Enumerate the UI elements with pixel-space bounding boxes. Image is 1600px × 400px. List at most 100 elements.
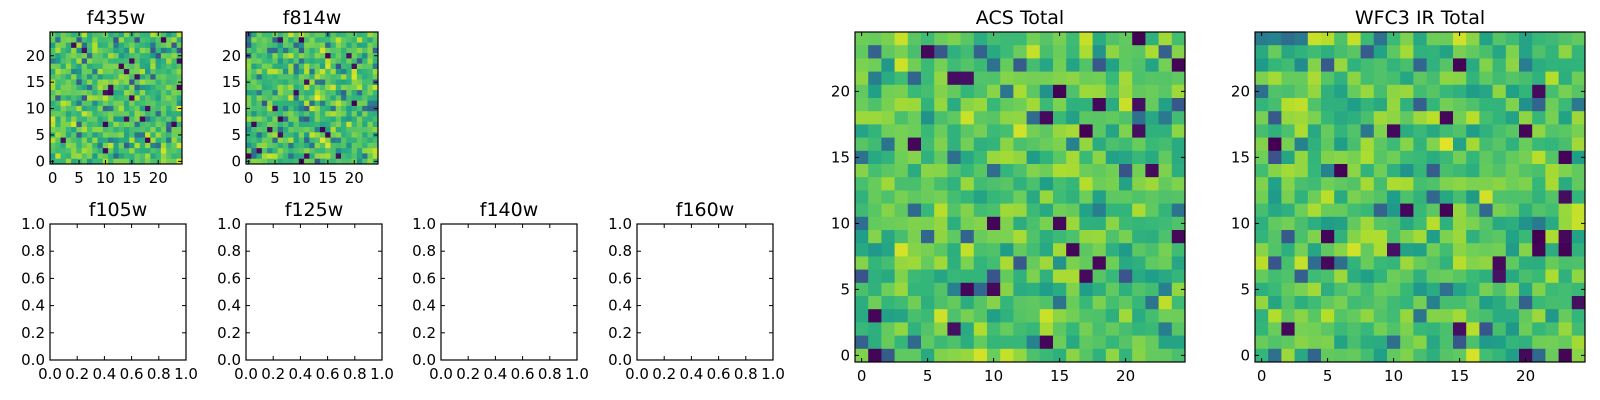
heatmap-cell	[1558, 230, 1573, 244]
heatmap-cell	[319, 132, 326, 138]
heatmap-cell	[855, 98, 869, 112]
x-tick-label: 0.2	[65, 365, 89, 383]
heatmap-cell	[907, 296, 922, 310]
heatmap-cell	[1268, 216, 1282, 231]
heatmap-cell	[1492, 150, 1507, 165]
heatmap-cell	[1307, 45, 1322, 59]
heatmap-cell	[1347, 243, 1361, 257]
heatmap-cell	[92, 79, 98, 86]
x-tick-label: 0.0	[234, 365, 258, 383]
heatmap-cell	[309, 74, 316, 80]
heatmap-cell	[1171, 348, 1186, 363]
heatmap-cell	[868, 203, 882, 218]
heatmap-cell	[1558, 203, 1573, 218]
heatmap-cell	[267, 42, 273, 49]
heatmap-cell	[894, 296, 909, 310]
heatmap-cell	[92, 153, 98, 160]
heatmap-cell	[1413, 190, 1427, 204]
heatmap-cell	[855, 164, 869, 178]
heatmap-cell	[246, 63, 252, 70]
heatmap-cell	[1158, 335, 1173, 350]
heatmap-cell	[934, 124, 948, 138]
heatmap-cell	[50, 148, 56, 154]
heatmap-cell	[894, 58, 909, 72]
heatmap-cell	[113, 90, 120, 96]
heatmap-cell	[372, 111, 379, 117]
y-tick-label: 0.0	[217, 351, 241, 369]
heatmap-cell	[272, 100, 279, 107]
heatmap-cell	[71, 127, 77, 133]
heatmap-cell	[155, 142, 162, 149]
heatmap-cell	[1492, 322, 1507, 336]
heatmap-cell	[118, 63, 125, 70]
y-tick-label: 1.0	[412, 215, 436, 233]
heatmap-cell	[246, 121, 252, 128]
heatmap-cell	[362, 79, 368, 86]
heatmap-cell	[309, 142, 316, 149]
heatmap-cell	[319, 148, 326, 154]
heatmap-cell	[1492, 203, 1507, 218]
heatmap-cell	[1066, 256, 1080, 270]
heatmap-cell	[1307, 84, 1322, 99]
heatmap-cell	[868, 137, 882, 152]
heatmap-cell	[1532, 98, 1546, 112]
heatmap-cell	[1092, 111, 1107, 125]
heatmap-cell	[256, 100, 263, 107]
heatmap-cell	[1479, 164, 1493, 178]
heatmap-cell	[1105, 322, 1120, 336]
heatmap-cell	[1347, 282, 1361, 297]
heatmap-cell	[176, 127, 183, 133]
heatmap-cell	[1453, 269, 1467, 284]
heatmap-cell	[362, 74, 368, 80]
heatmap-cell	[113, 74, 120, 80]
heatmap-cell	[1026, 348, 1041, 363]
heatmap-cell	[246, 111, 252, 117]
heatmap-cell	[298, 111, 305, 117]
x-tick-label: 0.6	[120, 365, 144, 383]
heatmap-cell	[256, 158, 263, 165]
heatmap-cell	[1307, 203, 1322, 218]
heatmap-cell	[298, 132, 305, 138]
heatmap-cell	[335, 95, 342, 102]
heatmap-cell	[282, 63, 289, 70]
heatmap-cell	[108, 42, 114, 49]
heatmap-cell	[1334, 84, 1348, 99]
heatmap-cell	[97, 32, 104, 38]
heatmap-cell	[123, 47, 130, 54]
heatmap-cell	[1132, 164, 1146, 178]
heatmap-cell	[330, 158, 337, 165]
heatmap-cell	[1453, 348, 1467, 363]
heatmap-cell	[261, 42, 268, 49]
heatmap-cell	[65, 42, 72, 49]
heatmap-cell	[1545, 58, 1559, 72]
heatmap-cell	[71, 90, 77, 96]
heatmap-cell	[372, 137, 379, 144]
heatmap-cell	[108, 47, 114, 54]
heatmap-cell	[325, 137, 331, 144]
heatmap-cell	[1119, 243, 1133, 257]
heatmap-cell	[1145, 256, 1159, 270]
heatmap-cell	[1255, 348, 1269, 363]
heatmap-cell	[97, 58, 104, 65]
heatmap-cell	[1387, 111, 1401, 125]
heatmap-cell	[330, 63, 337, 70]
heatmap-cell	[1558, 322, 1573, 336]
heatmap-cell	[319, 153, 326, 160]
heatmap-cell	[934, 177, 948, 191]
heatmap-cell	[60, 142, 67, 149]
heatmap-cell	[272, 58, 279, 65]
heatmap-cell	[129, 37, 135, 43]
heatmap-cell	[341, 116, 347, 123]
heatmap-cell	[881, 190, 895, 204]
heatmap-cell	[335, 142, 342, 149]
heatmap-cell	[351, 37, 358, 43]
heatmap-cell	[314, 95, 321, 102]
heatmap-cell	[1105, 98, 1120, 112]
x-tick-label: 10	[292, 169, 311, 187]
heatmap-cell	[947, 190, 961, 204]
x-tick-label: 1.0	[174, 365, 198, 383]
heatmap-cell	[155, 121, 162, 128]
heatmap-cell	[71, 42, 77, 49]
heatmap-cell	[1360, 32, 1375, 46]
heatmap-cell	[868, 309, 882, 323]
